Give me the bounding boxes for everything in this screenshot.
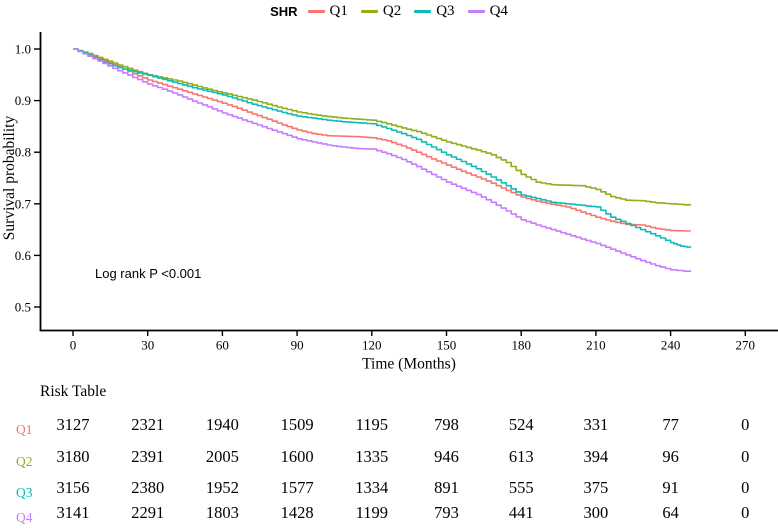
y-axis-title: Survival probability — [1, 116, 18, 241]
risk-value: 394 — [583, 447, 609, 466]
risk-value: 2291 — [131, 503, 165, 522]
x-tick-label: 270 — [736, 338, 756, 353]
survival-curve-Q2 — [73, 48, 692, 206]
risk-value: 1334 — [355, 478, 389, 497]
risk-value: 946 — [434, 447, 459, 466]
risk-value: 3156 — [56, 478, 90, 497]
risk-value: 3180 — [56, 447, 90, 466]
risk-value: 64 — [662, 503, 679, 522]
y-tick-label: 0.8 — [15, 145, 31, 160]
risk-value: 613 — [508, 447, 534, 466]
legend-items: Q1 Q2 Q3 Q4 — [307, 2, 508, 20]
risk-value: 524 — [508, 415, 534, 434]
legend-item-label: Q4 — [489, 2, 508, 19]
legend-item-Q1: Q1 — [307, 2, 348, 20]
x-tick-label: 120 — [362, 338, 382, 353]
risk-value: 2005 — [205, 447, 239, 466]
x-axis-title: Time (Months) — [362, 356, 456, 373]
x-tick-label: 60 — [216, 338, 229, 353]
risk-value: 0 — [741, 447, 750, 466]
risk-value: 798 — [434, 415, 459, 434]
risk-row-label-Q1: Q1 — [16, 422, 33, 437]
risk-row-label-Q2: Q2 — [16, 454, 33, 469]
legend-key-icon — [307, 9, 325, 13]
risk-value: 555 — [508, 478, 534, 497]
survival-curve-Q4 — [73, 48, 692, 272]
risk-value: 1509 — [280, 415, 314, 434]
risk-value: 0 — [741, 415, 750, 434]
risk-row-label-Q3: Q3 — [16, 485, 33, 500]
risk-value: 1428 — [280, 503, 314, 522]
y-tick-label: 0.7 — [15, 196, 32, 211]
risk-row-label-Q4: Q4 — [16, 510, 33, 525]
risk-value: 3141 — [56, 503, 90, 522]
risk-value: 1940 — [205, 415, 239, 434]
y-tick-label: 0.5 — [15, 300, 31, 315]
y-tick-label: 1.0 — [15, 42, 31, 57]
legend-key-icon — [360, 9, 378, 13]
risk-value: 2321 — [131, 415, 165, 434]
risk-value: 3127 — [56, 415, 90, 434]
legend-key-icon — [414, 9, 432, 13]
legend-item-label: Q3 — [436, 2, 455, 19]
survival-curve-Q1 — [73, 48, 692, 232]
x-tick-label: 240 — [661, 338, 681, 353]
x-tick-label: 210 — [586, 338, 606, 353]
risk-value: 1803 — [205, 503, 239, 522]
risk-value: 1952 — [205, 478, 239, 497]
legend: SHR Q1 Q2 Q3 Q4 — [0, 0, 778, 22]
legend-item-Q3: Q3 — [414, 2, 455, 20]
risk-value: 1195 — [355, 415, 388, 434]
risk-value: 1600 — [280, 447, 314, 466]
risk-value: 1577 — [280, 478, 314, 497]
x-tick-label: 90 — [291, 338, 304, 353]
risk-value: 2380 — [131, 478, 165, 497]
risk-table-title: Risk Table — [40, 383, 107, 400]
survival-curve-Q3 — [73, 48, 692, 248]
risk-value: 0 — [741, 478, 750, 497]
legend-key-icon — [467, 9, 485, 13]
legend-item-Q2: Q2 — [360, 2, 402, 20]
y-tick-label: 0.6 — [15, 248, 32, 263]
risk-value: 77 — [662, 415, 679, 434]
legend-item-Q4: Q4 — [467, 2, 508, 20]
y-tick-label: 0.9 — [15, 93, 31, 108]
risk-value: 375 — [583, 478, 609, 497]
x-tick-label: 30 — [141, 338, 154, 353]
legend-title: SHR — [270, 3, 298, 19]
risk-value: 91 — [662, 478, 679, 497]
risk-value: 1199 — [355, 503, 388, 522]
risk-value: 1335 — [355, 447, 389, 466]
risk-value: 0 — [741, 503, 750, 522]
x-tick-label: 180 — [511, 338, 531, 353]
survival-plot: 0.5 0.6 0.7 0.8 0.9 1.0 0 30 60 90 120 150 180 210 240… — [1, 32, 778, 373]
risk-value: 441 — [508, 503, 534, 522]
legend-item-label: Q1 — [329, 2, 348, 19]
risk-value: 891 — [434, 478, 459, 497]
risk-value: 793 — [434, 503, 459, 522]
risk-value: 331 — [583, 415, 609, 434]
risk-value: 300 — [583, 503, 609, 522]
risk-value: 2391 — [131, 447, 165, 466]
log-rank-annotation: Log rank P <0.001 — [95, 266, 201, 281]
legend-item-label: Q2 — [382, 2, 402, 19]
risk-value: 96 — [662, 447, 679, 466]
x-tick-label: 0 — [70, 338, 77, 353]
x-tick-label: 150 — [437, 338, 457, 353]
